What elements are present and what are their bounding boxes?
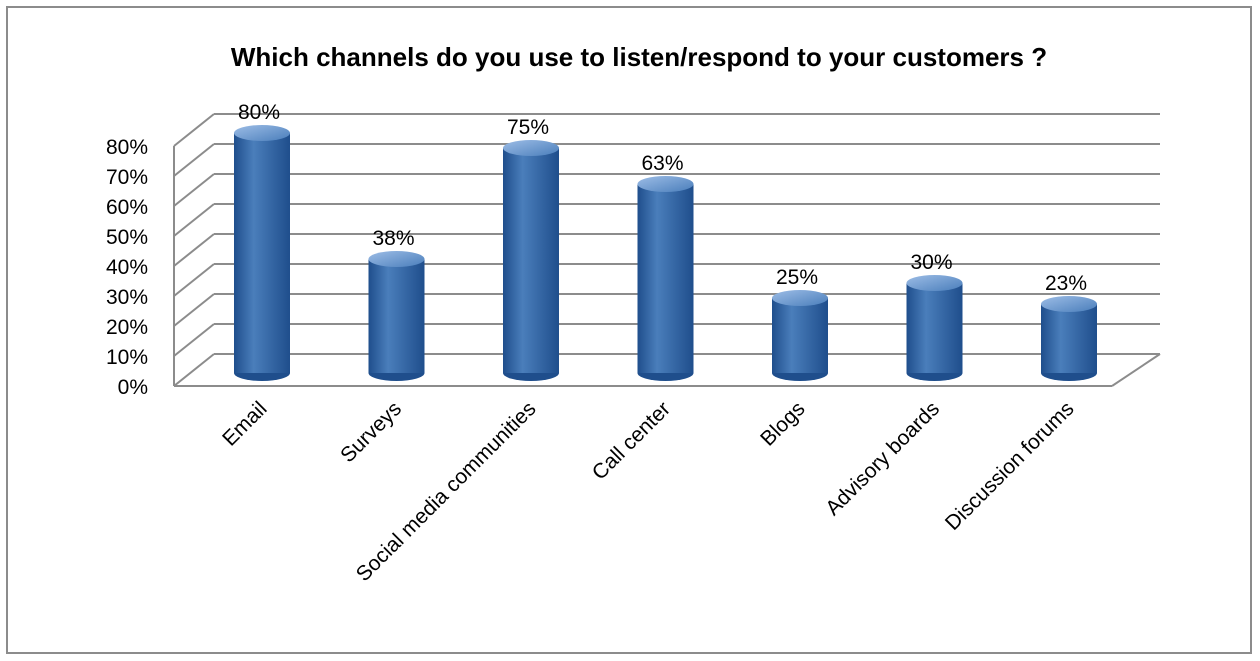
bar-body: [234, 133, 290, 373]
bar: [772, 290, 828, 381]
data-label: 38%: [372, 227, 414, 250]
data-label: 75%: [507, 116, 549, 139]
y-tick-label: 50%: [106, 226, 148, 249]
data-label: 80%: [238, 101, 280, 124]
bar-top: [1041, 296, 1097, 312]
chart-canvas: Which channels do you use to listen/resp…: [106, 42, 1161, 586]
bar-body: [1041, 304, 1097, 373]
side-gridline: [173, 353, 215, 387]
bar-top: [368, 251, 425, 267]
data-label: 23%: [1045, 272, 1087, 295]
side-gridline: [173, 113, 215, 147]
category-label: Blogs: [756, 397, 809, 450]
bar-layer: [234, 125, 1097, 381]
bar-body: [368, 259, 425, 373]
bar: [368, 251, 425, 381]
y-tick-label: 20%: [106, 316, 148, 339]
bar-top: [772, 290, 828, 306]
bar-top: [637, 176, 694, 192]
y-tick-label: 0%: [118, 376, 148, 399]
side-gridline: [173, 203, 215, 237]
data-label: 25%: [776, 266, 818, 289]
bar: [1041, 296, 1097, 381]
category-label: Surveys: [336, 397, 406, 467]
y-tick-label: 60%: [106, 196, 148, 219]
data-label: 30%: [910, 251, 952, 274]
side-gridline: [173, 233, 215, 267]
category-label: Advisory boards: [821, 397, 944, 520]
y-axis-ticks: 0% 10% 20% 30% 40% 50% 60% 70% 80%: [106, 136, 148, 399]
chart-frame: Which channels do you use to listen/resp…: [6, 6, 1252, 654]
bar-body: [503, 148, 559, 373]
side-gridline: [173, 263, 215, 297]
data-label: 63%: [641, 152, 683, 175]
bar-top: [906, 275, 963, 291]
bar-body: [637, 184, 694, 373]
bar-top: [234, 125, 290, 141]
category-label: Discussion forums: [941, 397, 1079, 535]
side-gridline: [173, 173, 215, 207]
bar-body: [772, 298, 828, 373]
bar: [503, 140, 559, 381]
chart-title: Which channels do you use to listen/resp…: [231, 42, 1047, 72]
floor-right-edge: [1111, 353, 1161, 387]
y-tick-label: 70%: [106, 166, 148, 189]
data-label-layer: 80% 38% 75% 63% 25% 30% 23%: [238, 101, 1087, 295]
bar-body: [906, 283, 963, 373]
category-label: Call center: [588, 397, 675, 484]
y-tick-label: 80%: [106, 136, 148, 159]
bar-top: [503, 140, 559, 156]
y-tick-label: 30%: [106, 286, 148, 309]
y-tick-label: 10%: [106, 346, 148, 369]
bar: [637, 176, 694, 381]
side-gridline: [173, 143, 215, 177]
y-tick-label: 40%: [106, 256, 148, 279]
bar: [234, 125, 290, 381]
bar: [906, 275, 963, 381]
side-gridline: [173, 293, 215, 327]
category-label: Email: [218, 397, 271, 450]
side-gridline: [173, 323, 215, 357]
